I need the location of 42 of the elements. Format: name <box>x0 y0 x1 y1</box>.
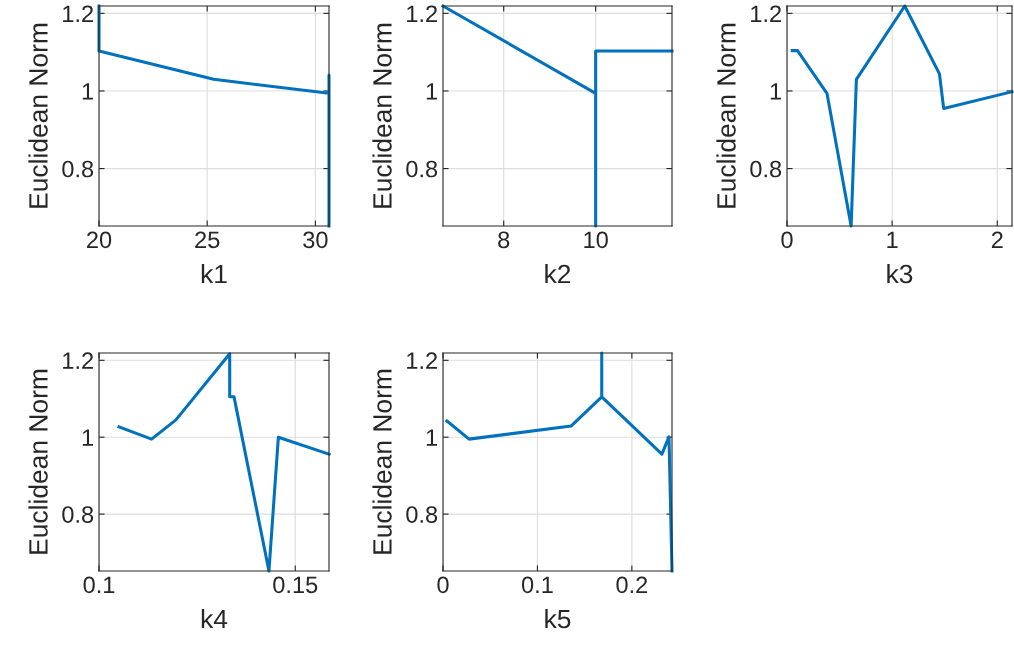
y-tick-label: 0.8 <box>406 160 438 178</box>
y-tick-label: 0.8 <box>406 506 438 523</box>
x-tick-label: 0 <box>437 576 449 594</box>
x-tick-label: 0.15 <box>273 576 318 594</box>
line-series <box>445 351 674 573</box>
x-tick-label: 0 <box>781 231 793 249</box>
x-tick-label: 8 <box>498 231 510 249</box>
x-axis-title: k1 <box>201 263 227 284</box>
y-tick-label: 1 <box>426 429 437 446</box>
y-axis-title: Euclidean Norm <box>372 23 392 208</box>
line-series <box>790 4 1014 228</box>
x-axis-title: k2 <box>545 263 571 284</box>
y-tick-label: 1 <box>82 429 93 446</box>
y-axis-title: Euclidean Norm <box>372 369 392 554</box>
y-axis-title: Euclidean Norm <box>716 23 736 208</box>
line-series <box>441 4 674 228</box>
x-tick-label: 25 <box>195 231 220 249</box>
y-axis-title: Euclidean Norm <box>28 369 48 554</box>
y-tick-label: 1 <box>770 83 781 100</box>
y-tick-label: 0.8 <box>62 160 94 178</box>
y-tick-label: 1.2 <box>407 352 437 369</box>
y-tick-label: 1 <box>426 83 437 100</box>
y-tick-label: 1.2 <box>63 352 93 369</box>
x-axis-title: k4 <box>201 608 228 629</box>
y-tick-label: 0.8 <box>750 160 782 178</box>
x-tick-label: 0.2 <box>616 576 648 594</box>
x-tick-label: 1 <box>887 231 898 248</box>
y-axis-title: Euclidean Norm <box>28 23 48 208</box>
y-tick-label: 0.8 <box>62 506 94 523</box>
x-tick-label: 0.1 <box>521 576 553 594</box>
x-axis-title: k3 <box>887 263 913 284</box>
x-tick-label: 30 <box>303 231 328 249</box>
x-tick-label: 20 <box>87 231 112 249</box>
x-tick-label: 0.1 <box>83 576 115 594</box>
y-tick-label: 1.2 <box>751 5 781 22</box>
y-tick-label: 1 <box>82 83 93 100</box>
line-series <box>97 4 331 228</box>
x-axis-title: k5 <box>545 608 571 629</box>
y-tick-label: 1.2 <box>63 5 93 22</box>
x-tick-label: 2 <box>991 231 1003 248</box>
x-tick-label: 10 <box>584 231 608 249</box>
y-tick-label: 1.2 <box>407 5 437 22</box>
